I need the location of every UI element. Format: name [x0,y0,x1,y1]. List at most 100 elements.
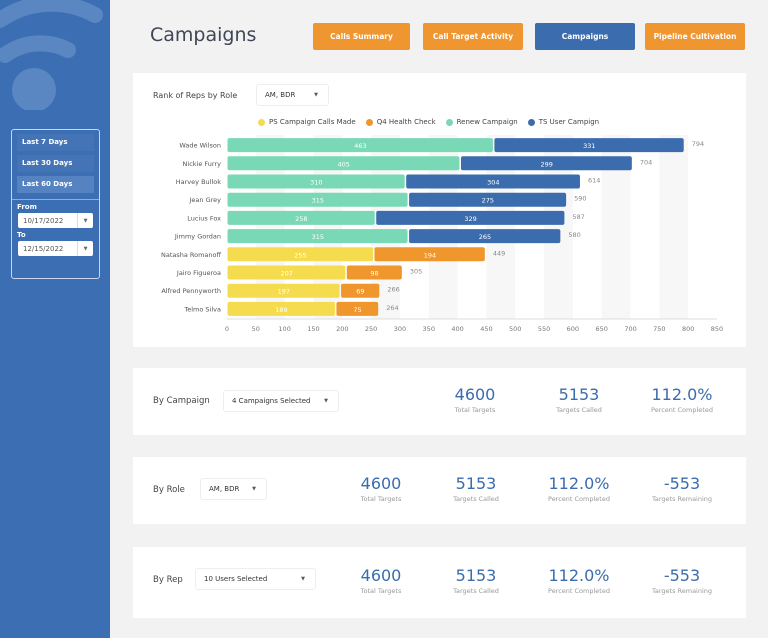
chart-label: Rank of Reps by Role [153,91,238,100]
campaigns-button[interactable]: Campaigns [535,23,635,50]
bar-segment [227,283,340,298]
bar-segment [376,210,565,225]
kpi-caption: Total Targets [360,587,402,595]
kpi-caption: Targets Remaining [651,587,713,595]
bar-value-label: 189 [275,306,287,314]
y-category-label: Wade Wilson [179,142,221,150]
x-tick-label: 650 [595,325,607,333]
y-category-label: Jairo Figueroa [176,269,221,277]
campaign-select[interactable]: 4 Campaigns Selected ▼ [223,390,339,412]
bar-segment [409,192,567,207]
kpi-percent-completed: 112.0% Percent Completed [529,566,629,595]
legend-item[interactable]: PS Campaign Calls Made [258,118,356,126]
bar-segment [341,283,380,298]
bar-segment [227,138,493,153]
kpi-total-targets: 4600 Total Targets [331,566,431,595]
x-tick-label: 800 [682,325,694,333]
x-tick-label: 600 [567,325,579,333]
legend-item[interactable]: Renew Campaign [445,118,518,126]
bar-total-label: 580 [568,231,580,239]
legend-dot-icon [365,118,373,126]
calls-summary-button[interactable]: Calls Summary [313,23,410,50]
sidebar: Last 7 Days Last 30 Days Last 60 Days Fr… [0,0,110,638]
x-tick-label: 500 [509,325,521,333]
kpi-total-targets: 4600 Total Targets [425,385,525,414]
bar-segment [227,265,346,280]
rep-select-value: 10 Users Selected [204,575,268,583]
bar-total-label: 614 [588,177,600,185]
bar-value-label: 463 [354,142,366,150]
from-date-picker[interactable]: 10/17/2022 ▼ [18,213,93,228]
bar-value-label: 315 [312,197,324,205]
by-rep-card: By Rep 10 Users Selected ▼ 4600 Total Tar… [133,547,746,618]
bar-segment [227,210,375,225]
caret-down-icon: ▼ [301,576,305,582]
legend-dot-icon [258,118,265,126]
rank-chart-card: Rank of Reps by Role AM, BDR ▼ PS Campai… [133,73,746,347]
bar-total-label: 449 [493,249,505,257]
kpi-value: 5153 [455,566,497,585]
bar-chart: 0 50 100 150 200 250 300 350 400 450 500 550 600 650 7… [161,135,723,333]
y-category-label: Lucius Fox [187,214,221,222]
by-role-card: By Role AM, BDR ▼ 4600 Total Targets 5153… [133,457,746,524]
rep-select[interactable]: 10 Users Selected ▼ [195,568,316,590]
x-tick-label: 200 [336,325,348,333]
page-title: Campaigns [150,24,257,46]
to-date-value[interactable]: 12/15/2022 [23,244,64,253]
legend-dot-icon [527,118,535,126]
y-category-label: Jimmy Gordan [174,233,221,241]
chart-legend: PS Campaign Calls Made Q4 Health Check Ren… [258,118,599,126]
kpi-targets-called: 5153 Targets Called [426,474,526,503]
kpi-value: 112.0% [548,566,610,585]
y-category-label: Telmo Silva [183,305,221,313]
kpi-targets-called: 5153 Targets Called [426,566,526,595]
call-target-activity-button[interactable]: Call Target Activity [423,23,523,50]
last-30-days-button[interactable]: Last 30 Days [17,155,94,172]
last-60-days-button[interactable]: Last 60 Days [17,176,94,193]
bar-segment [336,301,379,316]
chevron-down-icon[interactable]: ▼ [77,241,93,256]
bar-total-label: 704 [640,158,652,166]
pipeline-cultivation-button[interactable]: Pipeline Cultivation [645,23,745,50]
legend-item[interactable]: TS User Campign [527,118,599,126]
from-label: From [17,203,37,211]
bar-value-label: 255 [294,251,306,259]
y-category-label: Nickie Furry [183,160,222,168]
from-date-value[interactable]: 10/17/2022 [23,216,64,225]
x-tick-label: 450 [480,325,492,333]
x-tick-label: 100 [278,325,290,333]
by-campaign-card: By Campaign 4 Campaigns Selected ▼ 4600 T… [133,368,746,435]
kpi-caption: Total Targets [454,406,496,414]
to-date-picker[interactable]: 12/15/2022 ▼ [18,241,93,256]
kpi-caption: Percent Completed [548,587,610,595]
wifi-logo-icon [0,0,103,110]
bar-segment [227,301,335,316]
bar-total-label: 266 [387,286,399,294]
bar-value-label: 75 [353,306,361,314]
campaign-select-value: 4 Campaigns Selected [232,397,311,405]
kpi-caption: Targets Called [453,587,499,595]
kpi-caption: Percent Completed [651,406,713,414]
bar-value-label: 69 [356,288,364,296]
y-category-label: Harvey Bullok [176,178,221,186]
bar-segment [460,156,632,171]
x-tick-label: 400 [451,325,463,333]
kpi-value: 112.0% [651,385,713,404]
bar-segment [374,247,485,262]
kpi-value: 4600 [454,385,496,404]
kpi-targets-remaining: -553 Targets Remaining [632,566,732,595]
role-filter-select[interactable]: AM, BDR ▼ [200,478,267,500]
chevron-down-icon[interactable]: ▼ [77,213,93,228]
bar-value-label: 329 [464,215,476,223]
divider [12,199,99,200]
bar-value-label: 98 [370,270,378,278]
last-7-days-button[interactable]: Last 7 Days [17,134,94,151]
legend-item[interactable]: Q4 Health Check [365,118,436,126]
by-campaign-label: By Campaign [153,396,210,406]
x-tick-label: 700 [624,325,636,333]
kpi-percent-completed: 112.0% Percent Completed [632,385,732,414]
role-select[interactable]: AM, BDR ▼ [256,84,329,106]
bar-value-label: 315 [312,233,324,241]
bar-value-label: 197 [278,288,290,296]
bar-segment [227,229,408,244]
